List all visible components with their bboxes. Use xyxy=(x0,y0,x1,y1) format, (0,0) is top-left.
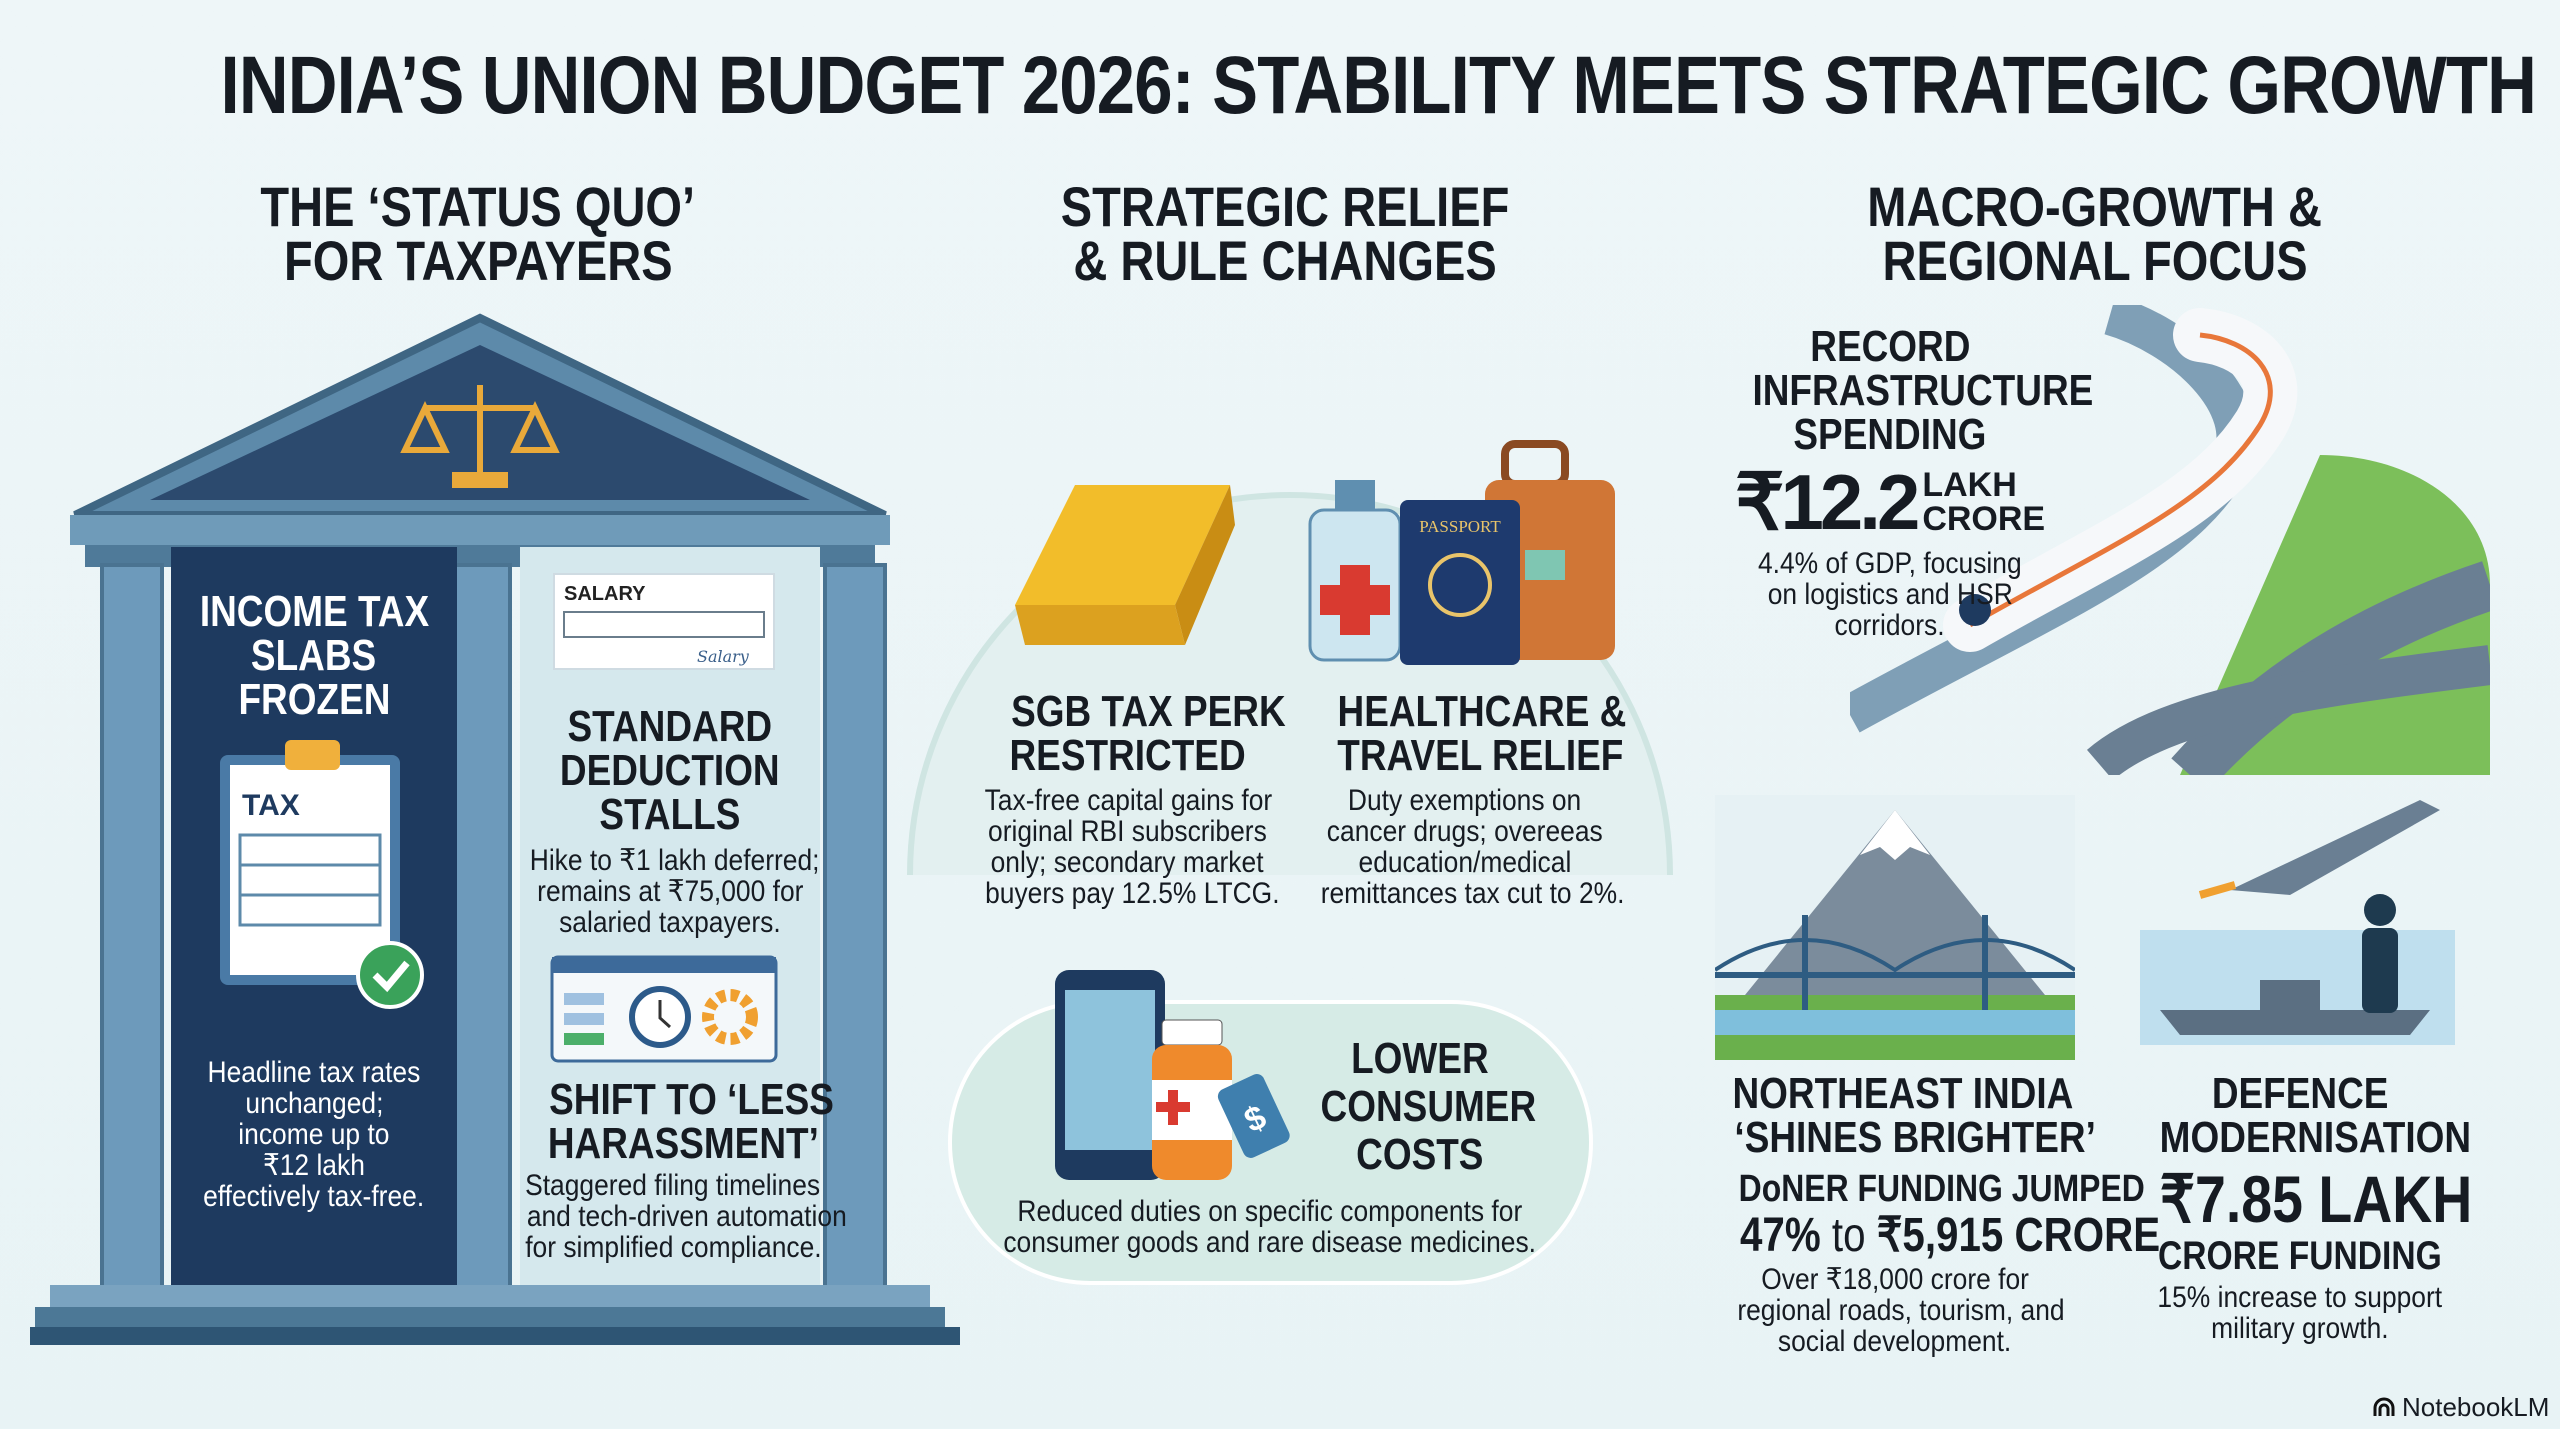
consumer-costs-title: LOWER CONSUMER COSTS xyxy=(1320,1034,1537,1179)
notebooklm-logo-icon xyxy=(2373,1397,2395,1416)
passport-icon xyxy=(1400,500,1520,665)
infra-desc: 4.4% of GDP, focusing on logistics and H… xyxy=(1758,547,2022,642)
healthcare-title: HEALTHCARE & TRAVEL RELIEF xyxy=(1337,687,1627,780)
right-column-heading: MACRO-GROWTH & REGIONAL FOCUS xyxy=(1867,175,2323,292)
sgb-desc: Tax-free capital gains for original RBI … xyxy=(984,784,1280,910)
northeast-landscape-illustration xyxy=(1715,795,2075,1060)
svg-text:Salary: Salary xyxy=(697,647,750,666)
infra-title: RECORD INFRASTRUCTURE SPENDING xyxy=(1752,322,2094,459)
income-tax-title: INCOME TAX SLABS FROZEN xyxy=(199,587,429,724)
income-tax-desc: Headline tax rates unchanged; income up … xyxy=(203,1056,425,1213)
defence-illustration xyxy=(2140,800,2455,1045)
northeast-stat: 47% to ₹5,915 CRORE xyxy=(1740,1209,2161,1262)
infra-amount: ₹12.2 LAKH CRORE xyxy=(1734,458,2046,546)
svg-text:TAX: TAX xyxy=(242,789,300,822)
page-title: INDIA’S UNION BUDGET 2026: STABILITY MEE… xyxy=(220,40,2537,131)
svg-text:PASSPORT: PASSPORT xyxy=(1419,517,1501,536)
northeast-title: NORTHEAST INDIA ‘SHINES BRIGHTER’ xyxy=(1732,1069,2096,1162)
defence-title: DEFENCE MODERNISATION xyxy=(2159,1069,2472,1162)
temple-illustration xyxy=(30,313,960,1345)
defence-desc: 15% increase to support military growth. xyxy=(2157,1281,2443,1345)
scales-icon xyxy=(400,385,560,488)
middle-column-heading: STRATEGIC RELIEF & RULE CHANGES xyxy=(1060,175,1510,292)
automation-window-icon xyxy=(550,955,778,1063)
warship-icon xyxy=(2160,1010,2430,1035)
defence-amount: ₹7.85 LAKH xyxy=(2159,1162,2473,1236)
fighter-jet-icon xyxy=(2230,800,2440,895)
tax-clipboard-icon: TAX xyxy=(220,740,424,1009)
gold-bar-icon xyxy=(1015,485,1235,645)
consumer-costs-desc: Reduced duties on specific components fo… xyxy=(1003,1195,1537,1259)
mountain-icon xyxy=(1745,810,2045,995)
standard-deduction-title: STANDARD DEDUCTION STALLS xyxy=(559,702,780,839)
standard-deduction-desc: Hike to ₹1 lakh deferred; remains at ₹75… xyxy=(529,844,820,939)
soldier-icon xyxy=(2362,894,2398,1013)
check-icon xyxy=(356,941,424,1009)
gear-icon xyxy=(702,989,758,1045)
phone-medicine-icon: $ xyxy=(1055,970,1290,1180)
defence-amount-sub: CRORE FUNDING xyxy=(2158,1234,2442,1278)
less-harassment-title: SHIFT TO ‘LESS HARASSMENT’ xyxy=(547,1075,834,1168)
northeast-desc: Over ₹18,000 crore for regional roads, t… xyxy=(1737,1263,2065,1358)
bridge-icon xyxy=(1715,915,2075,1010)
price-tag-icon: $ xyxy=(1217,1074,1290,1158)
left-column-heading: THE ‘STATUS QUO’ FOR TAXPAYERS xyxy=(260,175,696,292)
train-highway-illustration xyxy=(1850,305,2490,775)
less-harassment-desc: Staggered filing timelines and tech-driv… xyxy=(525,1169,847,1264)
healthcare-travel-icons: PASSPORT xyxy=(1308,440,1615,665)
svg-text:SALARY: SALARY xyxy=(564,583,646,605)
sgb-title: SGB TAX PERK RESTRICTED xyxy=(1009,687,1286,780)
salary-slip-icon: SALARY Salary xyxy=(553,573,775,670)
northeast-sub: DoNER FUNDING JUMPED xyxy=(1738,1168,2145,1210)
healthcare-desc: Duty exemptions on cancer drugs; overeea… xyxy=(1320,784,1625,910)
notebooklm-watermark: NotebookLM xyxy=(2372,1392,2549,1422)
